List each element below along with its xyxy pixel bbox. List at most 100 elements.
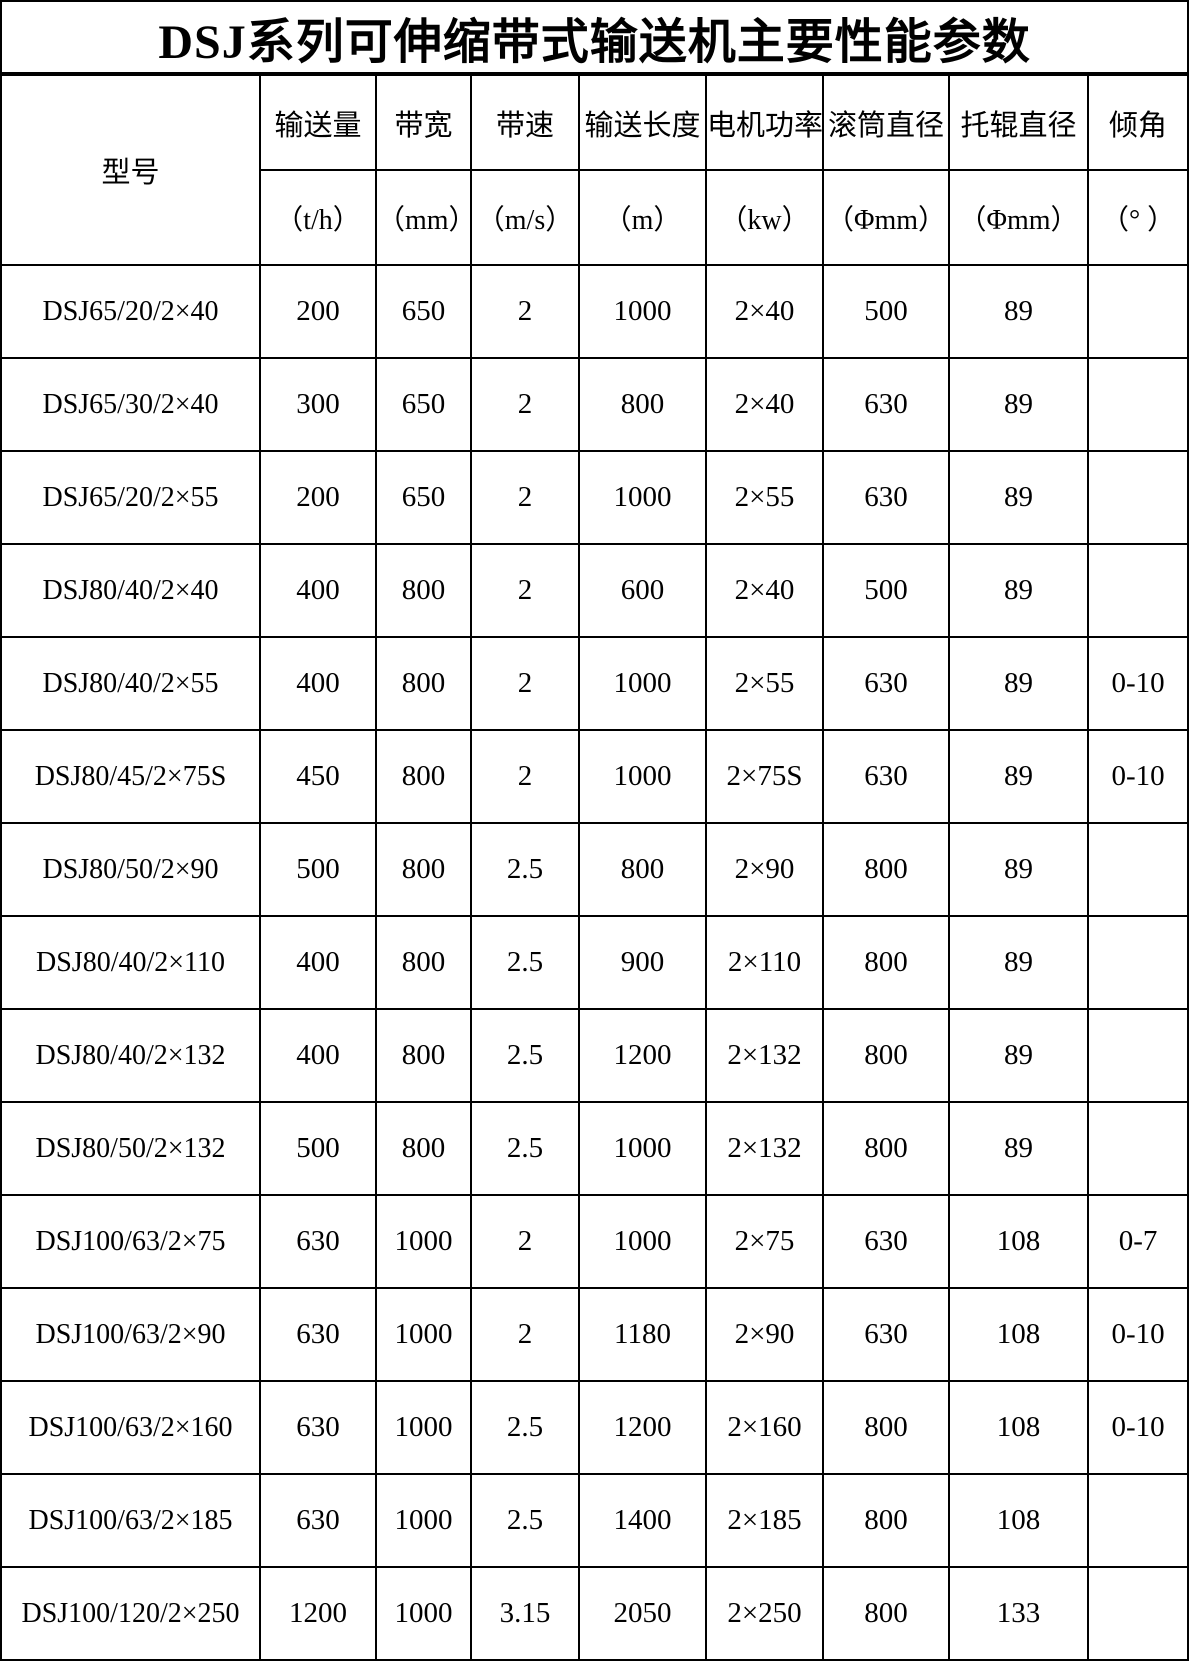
belt-speed-cell: 2	[470, 729, 580, 824]
motor-power-cell: 2×132	[705, 1008, 824, 1103]
belt-speed-cell: 2.5	[470, 1380, 580, 1475]
table-row: DSJ80/40/2×110 400 800 2.5 900 2×110 800 89	[0, 915, 1189, 1010]
roller-diameter-cell: 89	[948, 357, 1089, 452]
drum-diameter-cell: 800	[822, 822, 950, 917]
model-cell: DSJ100/63/2×185	[0, 1473, 261, 1568]
belt-speed-cell: 2	[470, 636, 580, 731]
motor-power-cell: 2×90	[705, 1287, 824, 1382]
model-cell: DSJ80/40/2×132	[0, 1008, 261, 1103]
col-header-roller-diameter: 托辊直径	[948, 73, 1089, 171]
drum-diameter-cell: 800	[822, 1566, 950, 1661]
capacity-cell: 400	[259, 636, 377, 731]
model-cell: DSJ100/63/2×75	[0, 1194, 261, 1289]
belt-width-cell: 1000	[375, 1566, 472, 1661]
belt-width-cell: 1000	[375, 1194, 472, 1289]
table-row: DSJ100/63/2×185 630 1000 2.5 1400 2×185 800 108	[0, 1473, 1189, 1568]
belt-width-cell: 800	[375, 543, 472, 638]
belt-width-cell: 1000	[375, 1380, 472, 1475]
convey-length-cell: 600	[578, 543, 707, 638]
incline-angle-cell: 0-10	[1086, 1380, 1189, 1475]
belt-speed-cell: 2	[470, 1287, 580, 1382]
belt-speed-cell: 2.5	[470, 915, 580, 1010]
incline-angle-cell	[1086, 1473, 1189, 1568]
drum-diameter-cell: 630	[822, 729, 950, 824]
table-row: DSJ80/40/2×132 400 800 2.5 1200 2×132 800 89	[0, 1008, 1189, 1103]
roller-diameter-cell: 108	[948, 1194, 1089, 1289]
table-row: DSJ80/50/2×132 500 800 2.5 1000 2×132 800 89	[0, 1101, 1189, 1196]
drum-diameter-cell: 800	[822, 1380, 950, 1475]
unit-convey-length: （m）	[578, 169, 707, 266]
belt-width-cell: 650	[375, 357, 472, 452]
motor-power-cell: 2×55	[705, 450, 824, 545]
capacity-cell: 200	[259, 264, 377, 359]
model-cell: DSJ80/50/2×90	[0, 822, 261, 917]
roller-diameter-cell: 89	[948, 264, 1089, 359]
roller-diameter-cell: 89	[948, 1008, 1089, 1103]
incline-angle-cell: 0-10	[1086, 636, 1189, 731]
roller-diameter-cell: 89	[948, 915, 1089, 1010]
convey-length-cell: 1000	[578, 729, 707, 824]
unit-belt-speed: （m/s）	[470, 169, 580, 266]
drum-diameter-cell: 800	[822, 915, 950, 1010]
table-row: DSJ100/63/2×75 630 1000 2 1000 2×75 630 108 0-7	[0, 1194, 1189, 1289]
incline-angle-cell: 0-10	[1086, 1287, 1189, 1382]
belt-width-cell: 800	[375, 915, 472, 1010]
belt-width-cell: 800	[375, 1101, 472, 1196]
drum-diameter-cell: 630	[822, 636, 950, 731]
title-row: DSJ系列可伸缩带式输送机主要性能参数	[0, 0, 1189, 76]
roller-diameter-cell: 89	[948, 822, 1089, 917]
capacity-cell: 630	[259, 1194, 377, 1289]
model-cell: DSJ65/20/2×55	[0, 450, 261, 545]
capacity-cell: 450	[259, 729, 377, 824]
belt-width-cell: 1000	[375, 1287, 472, 1382]
belt-speed-cell: 2	[470, 543, 580, 638]
col-header-motor-power: 电机功率	[705, 73, 824, 171]
drum-diameter-cell: 800	[822, 1473, 950, 1568]
drum-diameter-cell: 800	[822, 1101, 950, 1196]
motor-power-cell: 2×110	[705, 915, 824, 1010]
belt-width-cell: 800	[375, 1008, 472, 1103]
incline-angle-cell: 0-7	[1086, 1194, 1189, 1289]
convey-length-cell: 1000	[578, 1194, 707, 1289]
incline-angle-cell	[1086, 357, 1189, 452]
drum-diameter-cell: 630	[822, 450, 950, 545]
convey-length-cell: 2050	[578, 1566, 707, 1661]
incline-angle-cell	[1086, 1101, 1189, 1196]
capacity-cell: 1200	[259, 1566, 377, 1661]
header-names-row: 型号 输送量 带宽 带速 输送长度 电机功率 滚筒直径 托辊直径 倾角	[0, 73, 1189, 266]
motor-power-cell: 2×160	[705, 1380, 824, 1475]
convey-length-cell: 1180	[578, 1287, 707, 1382]
roller-diameter-cell: 89	[948, 1101, 1089, 1196]
capacity-cell: 500	[259, 1101, 377, 1196]
drum-diameter-cell: 500	[822, 543, 950, 638]
belt-width-cell: 650	[375, 264, 472, 359]
belt-speed-cell: 2.5	[470, 1008, 580, 1103]
convey-length-cell: 800	[578, 357, 707, 452]
belt-speed-cell: 2.5	[470, 1473, 580, 1568]
incline-angle-cell	[1086, 1566, 1189, 1661]
roller-diameter-cell: 89	[948, 450, 1089, 545]
unit-drum-diameter: （Φmm）	[822, 169, 950, 266]
capacity-cell: 400	[259, 543, 377, 638]
table-body: DSJ65/20/2×40 200 650 2 1000 2×40 500 89 DSJ65/3…	[0, 264, 1189, 1661]
roller-diameter-cell: 108	[948, 1380, 1089, 1475]
convey-length-cell: 1200	[578, 1380, 707, 1475]
table-row: DSJ100/63/2×160 630 1000 2.5 1200 2×160 800 108…	[0, 1380, 1189, 1475]
col-header-convey-length: 输送长度	[578, 73, 707, 171]
belt-width-cell: 800	[375, 729, 472, 824]
belt-speed-cell: 2	[470, 1194, 580, 1289]
col-header-incline-angle: 倾角	[1086, 73, 1189, 171]
model-cell: DSJ80/40/2×55	[0, 636, 261, 731]
table-row: DSJ80/40/2×55 400 800 2 1000 2×55 630 89 0-10	[0, 636, 1189, 731]
unit-incline-angle: （° ）	[1086, 169, 1189, 266]
convey-length-cell: 1000	[578, 450, 707, 545]
unit-roller-diameter: （Φmm）	[948, 169, 1089, 266]
drum-diameter-cell: 630	[822, 1194, 950, 1289]
incline-angle-cell	[1086, 264, 1189, 359]
unit-capacity: （t/h）	[259, 169, 377, 266]
incline-angle-cell	[1086, 1008, 1189, 1103]
convey-length-cell: 1000	[578, 1101, 707, 1196]
motor-power-cell: 2×75S	[705, 729, 824, 824]
table-row: DSJ80/45/2×75S 450 800 2 1000 2×75S 630 89 0-10	[0, 729, 1189, 824]
col-header-drum-diameter: 滚筒直径	[822, 73, 950, 171]
